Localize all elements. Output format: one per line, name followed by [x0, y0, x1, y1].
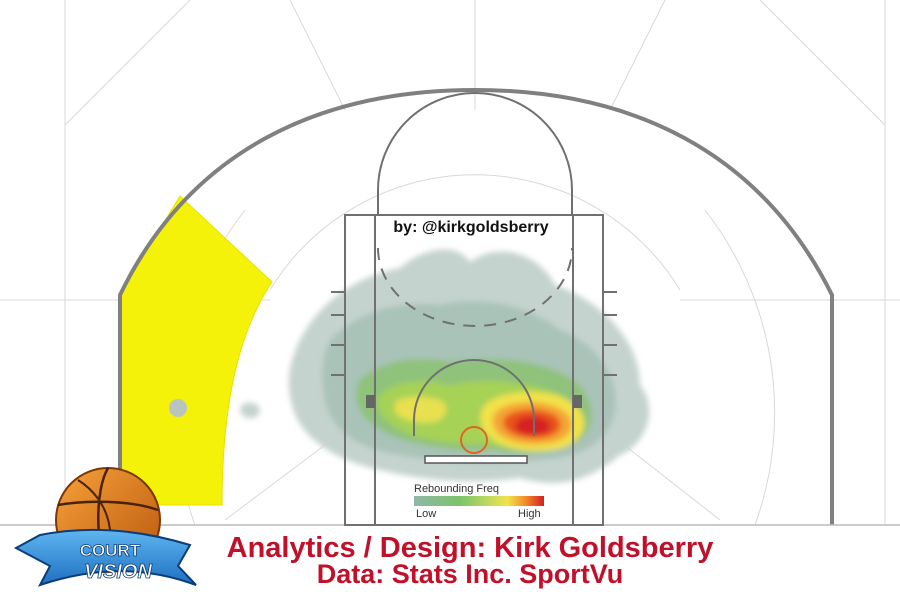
legend-low-label: Low: [416, 508, 436, 520]
logo-word-vision: VISION: [84, 561, 152, 583]
highlighted-zone: [119, 195, 273, 506]
court-vision-logo: COURT VISION: [13, 467, 197, 587]
lane-hash-marks: [331, 291, 617, 376]
credits-line-1: Analytics / Design: Kirk Goldsberry: [227, 532, 714, 564]
backboard: [424, 455, 528, 464]
block-right: [573, 395, 582, 408]
restricted-area-arc: [413, 359, 535, 436]
free-throw-circle-bottom: [377, 247, 573, 327]
credits-line-2: Data: Stats Inc. SportVu: [317, 559, 624, 589]
free-throw-circle-top: [377, 92, 573, 215]
byline: by: @kirkgoldsberry: [393, 219, 548, 236]
logo-word-court: COURT: [80, 541, 141, 560]
legend-gradient-bar: [414, 496, 544, 506]
rebound-heatmap: [240, 249, 650, 484]
logo-ribbon: [13, 528, 197, 587]
paint-area: [344, 214, 604, 526]
legend-high-label: High: [518, 508, 541, 520]
legend: Rebounding Freq Low High: [414, 483, 544, 520]
block-left: [366, 395, 375, 408]
rim: [460, 426, 488, 454]
zone-blob: [169, 399, 187, 417]
legend-title: Rebounding Freq: [414, 483, 499, 495]
three-point-line: [118, 87, 834, 525]
